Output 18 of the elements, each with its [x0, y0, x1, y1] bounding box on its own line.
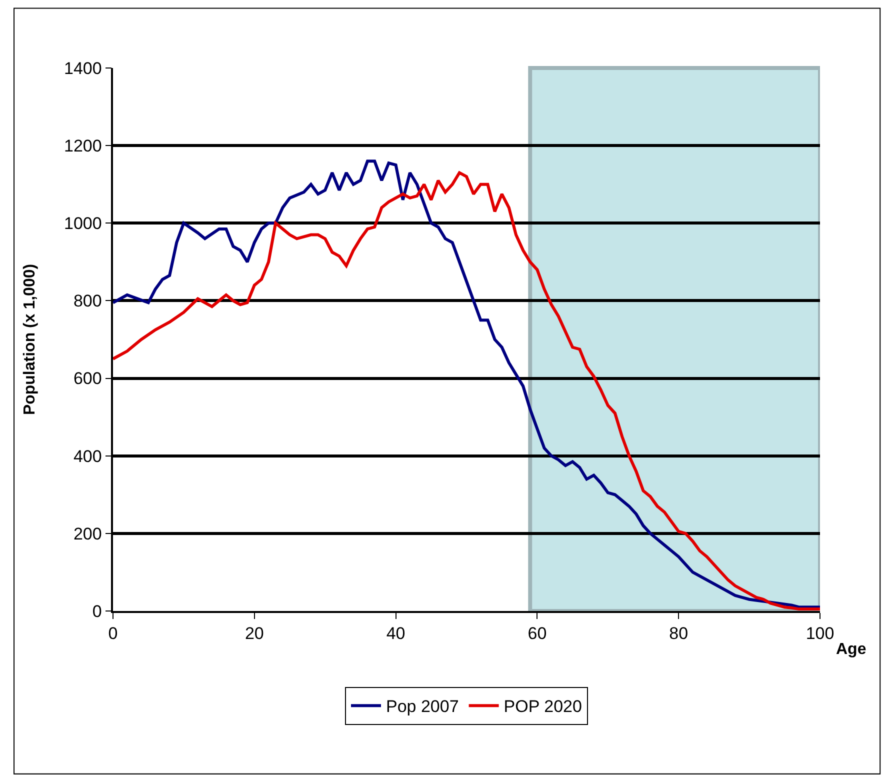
- x-tick-label: 20: [244, 624, 264, 644]
- x-tick-label: 80: [669, 624, 688, 644]
- x-axis-title: Age: [836, 641, 866, 658]
- legend-label: POP 2020: [504, 697, 582, 716]
- y-tick-label: 1200: [64, 136, 102, 156]
- y-tick-label: 200: [73, 524, 102, 544]
- y-tick-label: 1400: [64, 58, 102, 78]
- x-tick-label: 40: [386, 624, 406, 644]
- y-tick-label: 800: [73, 292, 102, 311]
- x-tick-label: 100: [806, 624, 834, 644]
- x-tick-label: 60: [528, 624, 547, 644]
- y-tick-label: 600: [73, 369, 102, 388]
- x-tick-label: 0: [108, 624, 118, 644]
- y-axis-title: Population (x 1,000): [21, 264, 38, 416]
- y-tick-label: 400: [73, 446, 102, 466]
- y-tick-label: 0: [92, 602, 102, 621]
- y-tick-label: 1000: [64, 214, 102, 234]
- legend-label: Pop 2007: [386, 697, 459, 716]
